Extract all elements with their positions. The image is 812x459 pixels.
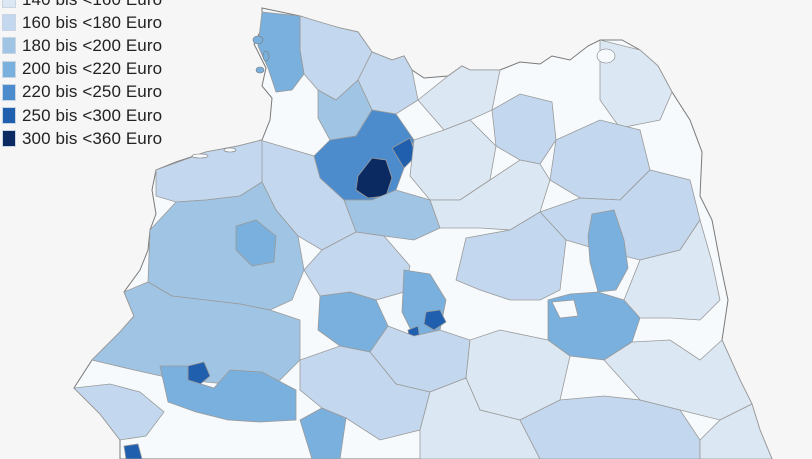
district-region xyxy=(159,365,297,423)
legend-swatch xyxy=(2,60,16,78)
island xyxy=(262,50,270,62)
legend: 140 bis <160 Euro 160 bis <180 Euro 180 bi… xyxy=(2,0,162,150)
legend-label: 220 bis <250 Euro xyxy=(22,82,163,102)
island xyxy=(255,66,265,74)
district-region xyxy=(491,93,557,165)
legend-label: 140 bis <160 Euro xyxy=(22,0,162,10)
district-region xyxy=(123,443,143,459)
district-region xyxy=(235,219,277,267)
district-region xyxy=(73,383,165,441)
legend-swatch xyxy=(2,37,16,55)
district-region xyxy=(551,299,579,319)
district-region xyxy=(299,407,347,459)
islands xyxy=(191,35,616,159)
district-region xyxy=(355,157,393,199)
district-region xyxy=(91,281,301,387)
district-regions xyxy=(73,11,773,459)
legend-item: 300 bis <360 Euro xyxy=(2,127,162,150)
island xyxy=(223,147,237,153)
district-region xyxy=(623,219,721,321)
legend-item: 200 bis <220 Euro xyxy=(2,58,162,81)
district-region xyxy=(587,209,629,293)
legend-item: 250 bis <300 Euro xyxy=(2,104,162,127)
island xyxy=(252,35,264,45)
legend-label: 250 bis <300 Euro xyxy=(22,105,163,125)
district-region xyxy=(455,211,567,301)
legend-swatch xyxy=(2,130,16,148)
legend-item: 140 bis <160 Euro xyxy=(2,0,162,11)
legend-swatch xyxy=(2,0,16,9)
island xyxy=(596,48,616,64)
legend-swatch xyxy=(2,107,16,125)
legend-label: 200 bis <220 Euro xyxy=(22,59,163,79)
legend-swatch xyxy=(2,83,16,101)
district-region xyxy=(699,403,773,459)
district-region xyxy=(429,159,551,231)
legend-item: 180 bis <200 Euro xyxy=(2,34,162,57)
legend-label: 160 bis <180 Euro xyxy=(22,12,163,32)
district-region xyxy=(419,377,541,459)
legend-label: 180 bis <200 Euro xyxy=(22,35,163,55)
district-region xyxy=(423,309,447,331)
legend-item: 220 bis <250 Euro xyxy=(2,81,162,104)
legend-item: 160 bis <180 Euro xyxy=(2,11,162,34)
legend-label: 300 bis <360 Euro xyxy=(22,128,163,148)
legend-swatch xyxy=(2,14,16,32)
district-region xyxy=(599,39,673,129)
district-region xyxy=(299,345,431,441)
island xyxy=(191,153,209,159)
district-region xyxy=(257,11,305,93)
